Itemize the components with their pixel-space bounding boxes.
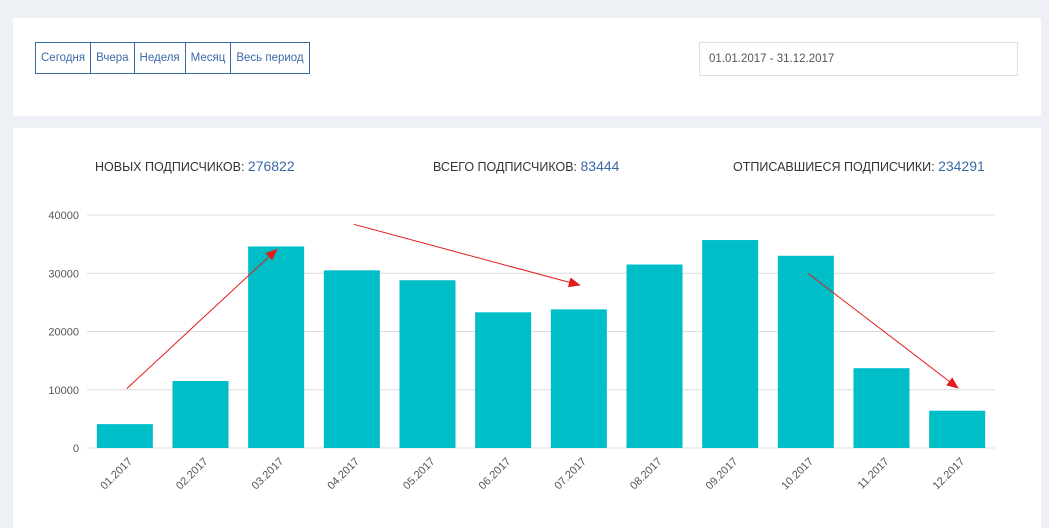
filter-panel: Сегодня Вчера Неделя Месяц Весь период xyxy=(13,18,1041,116)
period-yesterday-button[interactable]: Вчера xyxy=(91,43,135,73)
x-tick-label: 06.2017 xyxy=(477,456,514,493)
bar xyxy=(702,240,759,448)
x-tick-label: 05.2017 xyxy=(401,456,438,493)
period-all-button[interactable]: Весь период xyxy=(231,43,309,73)
y-tick-label: 0 xyxy=(73,443,79,455)
total-subscribers-label: ВСЕГО ПОДПИСЧИКОВ: xyxy=(433,160,581,174)
subscribers-bar-chart: 0 10000 20000 30000 40000 01.2017 02.2017 03.20… xyxy=(48,210,995,493)
period-filter-group: Сегодня Вчера Неделя Месяц Весь период xyxy=(35,42,310,74)
unsubscribed-value: 234291 xyxy=(938,158,985,174)
bar xyxy=(475,312,532,448)
x-tick-label: 03.2017 xyxy=(250,456,287,493)
new-subscribers-label: НОВЫХ ПОДПИСЧИКОВ: xyxy=(95,160,248,174)
new-subscribers-stat: НОВЫХ ПОДПИСЧИКОВ: 276822 xyxy=(95,158,295,174)
bar xyxy=(248,246,305,448)
unsubscribed-stat: ОТПИСАВШИЕСЯ ПОДПИСЧИКИ: 234291 xyxy=(733,158,985,174)
x-tick-label: 08.2017 xyxy=(628,456,665,493)
trend-arrow xyxy=(126,248,278,389)
y-tick-label: 10000 xyxy=(48,385,79,397)
y-tick-label: 20000 xyxy=(48,327,79,339)
x-tick-label: 01.2017 xyxy=(98,456,135,493)
unsubscribed-label: ОТПИСАВШИЕСЯ ПОДПИСЧИКИ: xyxy=(733,160,939,174)
y-tick-label: 30000 xyxy=(48,268,79,280)
bar xyxy=(550,309,607,448)
trend-arrow xyxy=(807,272,959,389)
bar xyxy=(853,368,910,448)
x-tick-label: 07.2017 xyxy=(552,456,589,493)
trend-arrow xyxy=(353,223,581,288)
x-tick-label: 10.2017 xyxy=(779,456,816,493)
x-tick-label: 04.2017 xyxy=(325,456,362,493)
bar xyxy=(172,381,229,448)
chart-panel: НОВЫХ ПОДПИСЧИКОВ: 276822 ВСЕГО ПОДПИСЧИ… xyxy=(13,128,1041,528)
total-subscribers-stat: ВСЕГО ПОДПИСЧИКОВ: 83444 xyxy=(433,158,619,174)
bar xyxy=(929,410,986,448)
x-tick-label: 11.2017 xyxy=(856,456,892,492)
date-range-input[interactable] xyxy=(699,42,1018,76)
total-subscribers-value: 83444 xyxy=(580,158,620,174)
period-week-button[interactable]: Неделя xyxy=(134,43,186,73)
new-subscribers-value: 276822 xyxy=(247,158,295,174)
bar xyxy=(96,424,153,448)
period-month-button[interactable]: Месяц xyxy=(185,43,232,73)
x-tick-label: 12.2017 xyxy=(931,456,968,493)
bar xyxy=(626,264,683,448)
x-tick-label: 02.2017 xyxy=(174,456,211,493)
bar xyxy=(323,270,380,448)
period-today-button[interactable]: Сегодня xyxy=(36,43,92,73)
bar xyxy=(777,255,834,448)
y-tick-label: 40000 xyxy=(48,210,79,222)
x-tick-label: 09.2017 xyxy=(704,456,741,493)
bar xyxy=(399,280,456,448)
